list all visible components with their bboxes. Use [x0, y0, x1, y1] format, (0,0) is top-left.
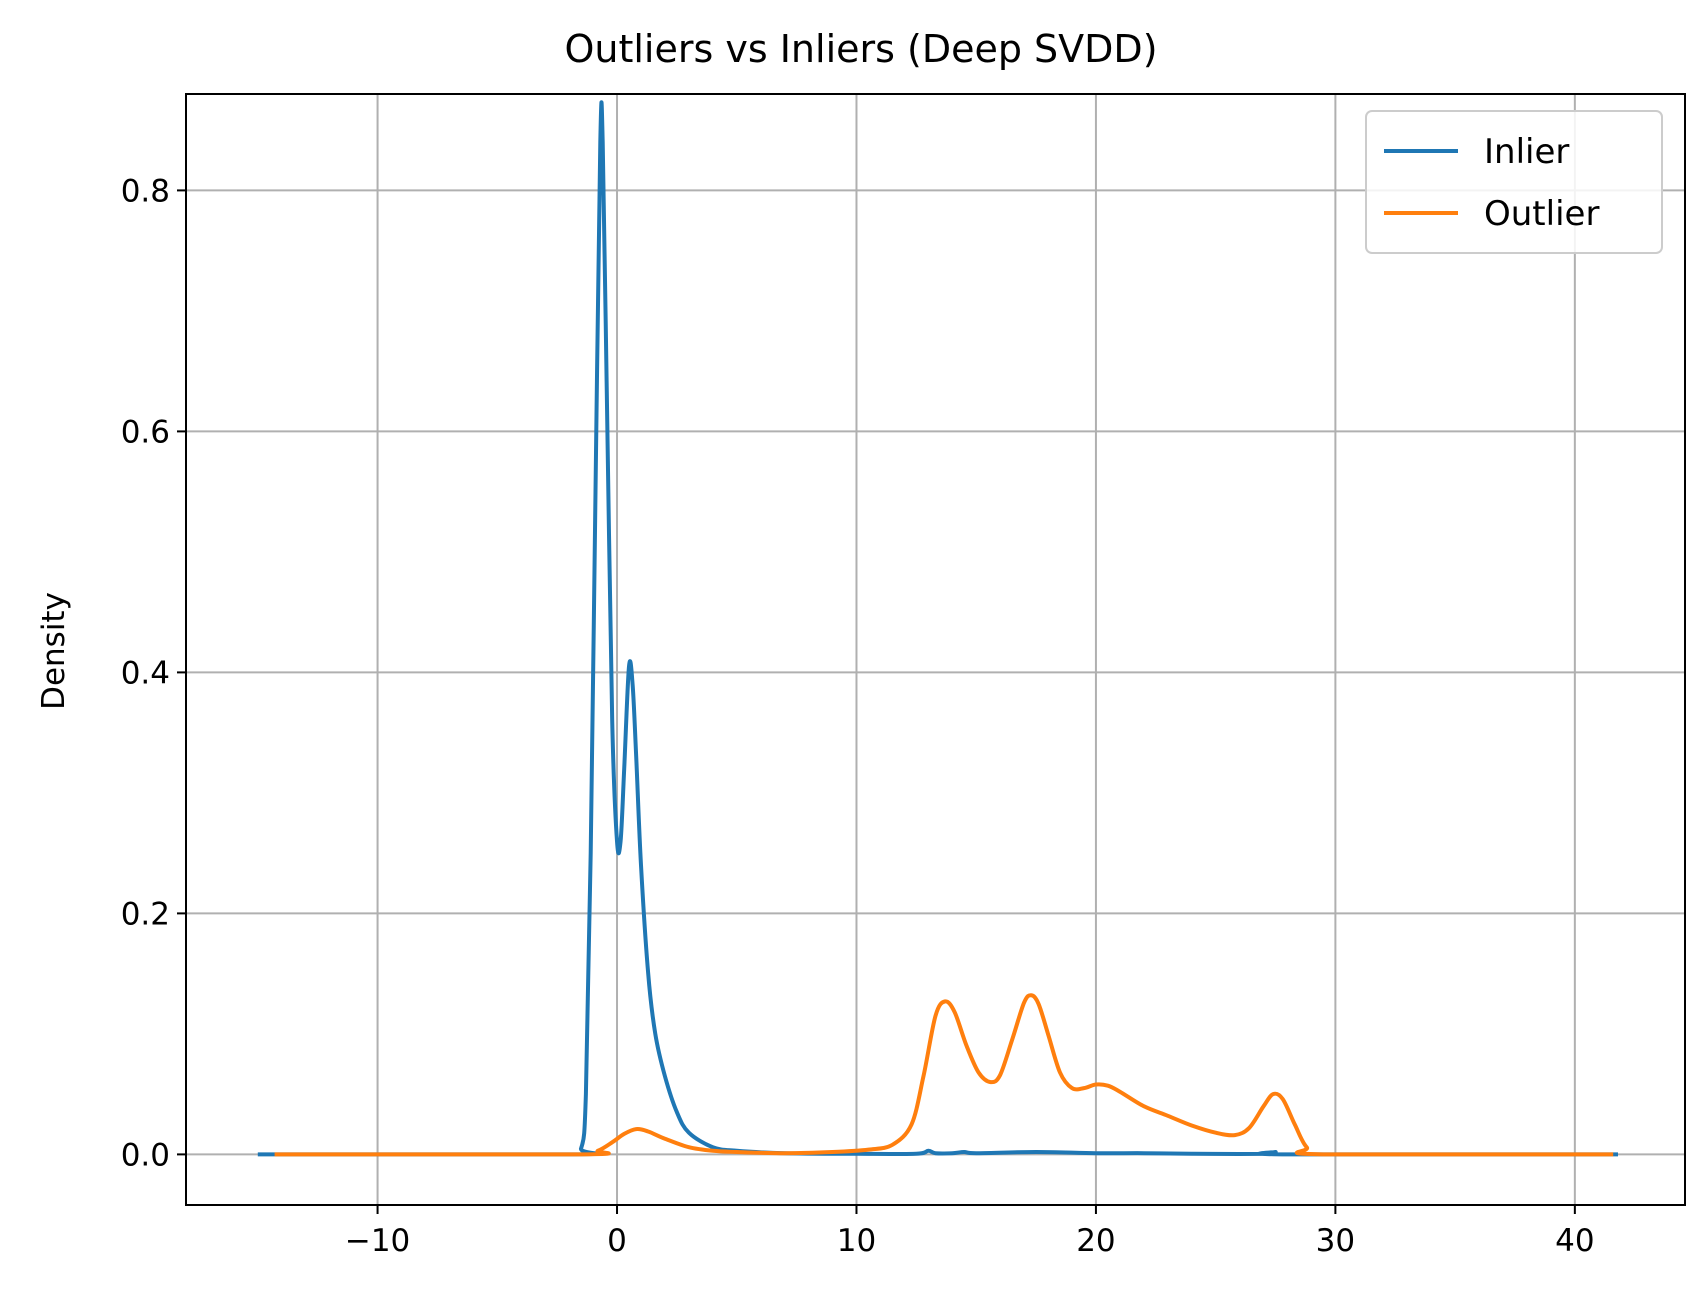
ticks: −10 0 10 20 30 40 0.0 0.2 0.4 0.6 0.8 — [121, 173, 1595, 1259]
x-tick-label: 30 — [1316, 1223, 1355, 1259]
series-line-outlier — [274, 993, 1614, 1157]
x-tick-label: 40 — [1555, 1223, 1594, 1259]
x-tick-label: 0 — [607, 1223, 627, 1259]
plot-frame — [185, 93, 1686, 1206]
y-tick-label: 0.6 — [121, 414, 170, 450]
legend-label: Outlier — [1484, 194, 1599, 234]
x-tick-label: 10 — [837, 1223, 876, 1259]
legend-label: Inlier — [1484, 132, 1569, 172]
x-tick-label: 20 — [1076, 1223, 1115, 1259]
x-tick-label: −10 — [345, 1223, 410, 1259]
y-axis-label: Density — [36, 592, 72, 710]
y-tick-label: 0.2 — [121, 896, 170, 932]
y-tick-label: 0.0 — [121, 1137, 170, 1173]
series-layer — [257, 100, 1618, 1157]
series-line-inlier — [257, 100, 1618, 1157]
y-tick-label: 0.8 — [121, 173, 170, 209]
legend: Inlier Outlier — [1365, 110, 1663, 254]
chart-title: Outliers vs Inliers (Deep SVDD) — [564, 27, 1157, 71]
y-tick-label: 0.4 — [121, 655, 170, 691]
legend-box — [1365, 110, 1663, 254]
